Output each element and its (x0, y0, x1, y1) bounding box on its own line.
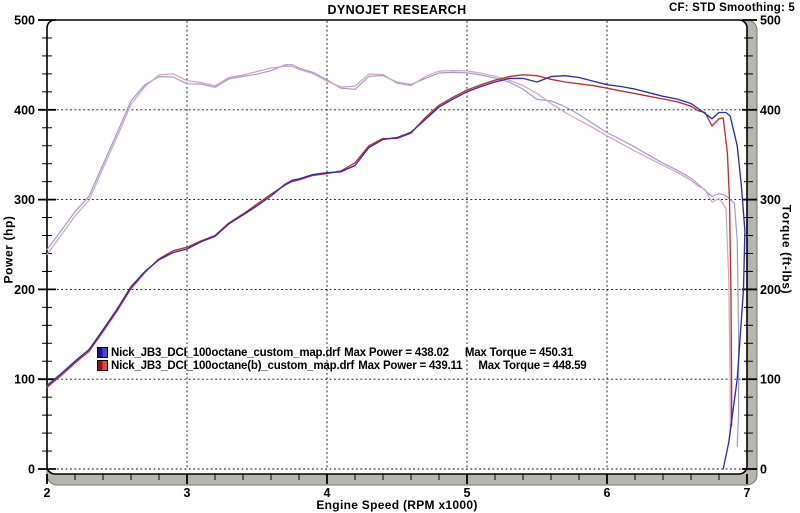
curve-power-run2 (46, 74, 733, 427)
legend-max-power-run1: Max Power = 438.02 (344, 346, 449, 359)
legend-file-run2: Nick_JB3_DCI_100octane(b)_custom_map.drf (111, 359, 355, 372)
x-axis-tick-label: 3 (184, 486, 191, 500)
x-axis-tick-label: 5 (464, 486, 471, 500)
legend-file-run1: Nick_JB3_DCI_100octane_custom_map.drf (111, 346, 341, 359)
curve-torque-run2 (46, 65, 731, 436)
x-axis-tick-label: 2 (44, 486, 51, 500)
correction-smoothing-label: CF: STD Smoothing: 5 (668, 2, 795, 14)
curve-torque-run1 (46, 63, 740, 448)
right-axis-tick-label: 100 (760, 373, 781, 387)
chart-title: DYNOJET RESEARCH (327, 3, 467, 17)
left-axis-title: Power (hp) (1, 215, 16, 284)
legend-row-run1: Nick_JB3_DCI_100octane_custom_map.drf Ma… (97, 346, 586, 359)
right-axis-tick-label: 0 (760, 463, 767, 477)
left-axis-tick-label: 400 (14, 103, 35, 117)
left-axis-tick-label: 0 (28, 463, 35, 477)
right-axis-tick-label: 300 (760, 193, 781, 207)
legend-max-torque-run1: Max Torque = 450.31 (464, 346, 574, 359)
right-axis-tick-label: 500 (760, 14, 781, 28)
legend-max-power-run2: Max Power = 439.11 (358, 359, 463, 372)
legend-max-torque-run2: Max Torque = 448.59 (478, 359, 587, 372)
x-axis-tick-label: 4 (324, 486, 331, 500)
left-axis-tick-label: 500 (14, 14, 35, 28)
legend: Nick_JB3_DCI_100octane_custom_map.drf Ma… (97, 346, 587, 372)
left-axis-tick-label: 300 (14, 193, 35, 207)
x-axis-tick-label: 7 (744, 486, 751, 500)
right-axis-tick-label: 400 (760, 103, 781, 117)
legend-row-run2: Nick_JB3_DCI_100octane(b)_custom_map.drf… (97, 359, 587, 372)
right-axis-title: Torque (ft-lbs) (779, 204, 794, 295)
left-axis-tick-label: 100 (14, 373, 35, 387)
left-axis-tick-label: 200 (14, 283, 35, 297)
x-axis-tick-label: 6 (604, 486, 611, 500)
x-axis-title: Engine Speed (RPM x1000) (316, 498, 478, 512)
legend-swatch-run1-icon (97, 347, 108, 358)
right-axis-tick-label: 200 (760, 283, 781, 297)
legend-swatch-run2-icon (97, 360, 108, 371)
curve-power-run1 (46, 75, 746, 470)
plot-frame (46, 19, 748, 475)
